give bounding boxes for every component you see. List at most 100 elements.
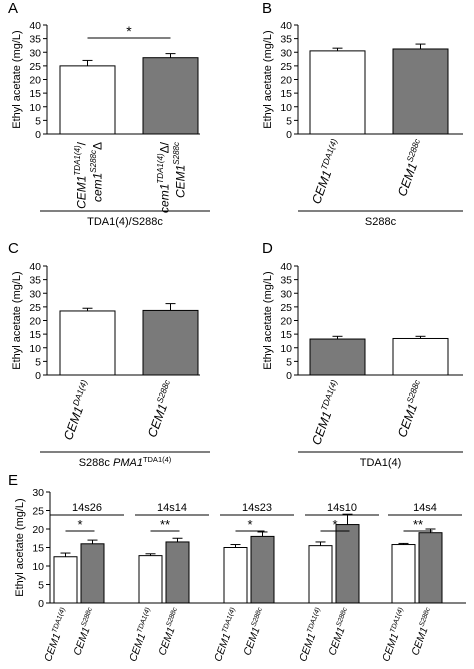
- x-tick-label: CEM1TDA1(4): [126, 607, 157, 664]
- y-tick-label: 15: [280, 88, 292, 100]
- significance-marker: *: [126, 23, 132, 39]
- x-tick-label: CEM1TDA1(4): [41, 607, 72, 664]
- bar: [59, 65, 116, 135]
- x-tick-label: CEM1S288c: [393, 378, 429, 440]
- y-tick-label: 20: [32, 524, 44, 536]
- bar: [391, 544, 416, 604]
- significance-marker: **: [413, 517, 423, 532]
- bar: [335, 524, 360, 604]
- y-tick-label: 40: [280, 261, 292, 273]
- panel-letter: E: [8, 472, 18, 489]
- significance-marker: *: [77, 517, 82, 532]
- y-tick-label: 35: [29, 34, 41, 46]
- panel-letter: C: [8, 240, 19, 257]
- x-tick-label: CEM1S288c: [326, 606, 355, 657]
- x-tick-label: CEM1TDA1(4): [307, 378, 346, 447]
- bar: [309, 50, 366, 135]
- significance-marker: **: [160, 517, 170, 532]
- panel-e: E 0 5 10 15 20 25 30 Ethyl acetate (mg/L) CEM1TDA…: [8, 472, 466, 663]
- y-tick-label: 35: [29, 275, 41, 287]
- x-tick-label: CEM1S288c: [393, 137, 429, 199]
- y-tick-label: 30: [29, 288, 41, 300]
- y-tick-label: 30: [32, 487, 44, 499]
- y-tick-label: 5: [35, 356, 41, 368]
- y-tick-label: 40: [29, 20, 41, 32]
- y-tick-label: 5: [38, 580, 44, 592]
- bar: [392, 337, 449, 376]
- y-axis-label: Ethyl acetate (mg/L): [11, 271, 23, 369]
- group-label: TDA1(4): [360, 457, 402, 469]
- panel-letter: B: [262, 0, 272, 17]
- y-tick-label: 30: [280, 47, 292, 59]
- group-name: 14s14: [157, 502, 187, 514]
- y-tick-label: 25: [280, 302, 292, 314]
- y-tick-label: 25: [29, 61, 41, 73]
- y-tick-label: 35: [280, 34, 292, 46]
- y-axis-label: Ethyl acetate (mg/L): [262, 30, 274, 128]
- y-tick-label: 0: [35, 129, 41, 141]
- y-tick-label: 10: [29, 102, 41, 114]
- bar: [309, 338, 366, 376]
- y-tick-label: 10: [29, 343, 41, 355]
- y-tick-label: 10: [32, 561, 44, 573]
- y-tick-label: 0: [286, 370, 292, 382]
- y-tick-label: 20: [280, 316, 292, 328]
- y-tick-label: 20: [29, 316, 41, 328]
- y-tick-label: 0: [286, 129, 292, 141]
- y-tick-label: 20: [29, 75, 41, 87]
- y-tick-label: 15: [280, 329, 292, 341]
- bar: [308, 545, 333, 604]
- y-tick-label: 15: [29, 329, 41, 341]
- y-tick-label: 15: [32, 543, 44, 555]
- significance-marker: *: [332, 517, 337, 532]
- bar: [80, 543, 105, 604]
- y-tick-label: 5: [286, 115, 292, 127]
- x-tick-label: CEM1S288c: [71, 606, 100, 657]
- panel-letter: D: [262, 240, 273, 257]
- group-name: 14s4: [413, 502, 437, 514]
- y-tick-label: 0: [38, 598, 44, 610]
- x-tick-label: CEM1TDA1(4): [211, 607, 242, 664]
- y-tick-label: 15: [29, 88, 41, 100]
- y-tick-label: 5: [286, 356, 292, 368]
- y-axis-label: Ethyl acetate (mg/L): [262, 271, 274, 369]
- x-tick-label-line1: cem1TDA1(4)Δ/: [156, 141, 171, 213]
- x-tick-label: CEM1TDA1(4)/cem1S288cΔ: [73, 141, 104, 209]
- x-tick-label: cem1TDA1(4)Δ/CEM1S288c: [156, 141, 187, 213]
- y-tick-label: 25: [29, 302, 41, 314]
- y-tick-label: 10: [280, 343, 292, 355]
- x-tick-label: CEM1S288c: [409, 606, 438, 657]
- y-axis-label: Ethyl acetate (mg/L): [11, 30, 23, 128]
- x-tick-label-line1: CEM1TDA1(4)/: [73, 141, 88, 209]
- bar: [418, 532, 443, 604]
- x-tick-label: CEM1S288c: [143, 378, 179, 440]
- y-axis-label: Ethyl acetate (mg/L): [14, 498, 26, 596]
- x-tick-label: CEM1TDA1(4): [307, 137, 346, 206]
- y-tick-label: 20: [280, 75, 292, 87]
- y-tick-label: 0: [35, 370, 41, 382]
- x-tick-label: CEM1DA1(4): [59, 378, 96, 442]
- y-tick-label: 35: [280, 275, 292, 287]
- y-tick-label: 5: [35, 115, 41, 127]
- bar: [142, 57, 199, 135]
- x-tick-label-line2: CEM1S288c: [172, 142, 187, 198]
- group-label: TDA1(4)/S288c: [87, 216, 163, 228]
- x-tick-label: CEM1TDA1(4): [296, 607, 327, 664]
- y-tick-label: 30: [29, 47, 41, 59]
- group-label: S288c PMA1TDA1(4): [79, 455, 172, 469]
- y-tick-label: 40: [280, 20, 292, 32]
- group-name: 14s10: [327, 502, 357, 514]
- x-tick-label: CEM1TDA1(4): [379, 607, 410, 664]
- y-tick-label: 30: [280, 288, 292, 300]
- x-tick-label: CEM1S288c: [156, 606, 185, 657]
- x-tick-label-line2: cem1S288cΔ: [89, 142, 104, 202]
- group-label: S288c: [365, 216, 397, 228]
- bar: [392, 48, 449, 135]
- panel-letter: A: [8, 0, 18, 17]
- group-name: 14s23: [242, 502, 272, 514]
